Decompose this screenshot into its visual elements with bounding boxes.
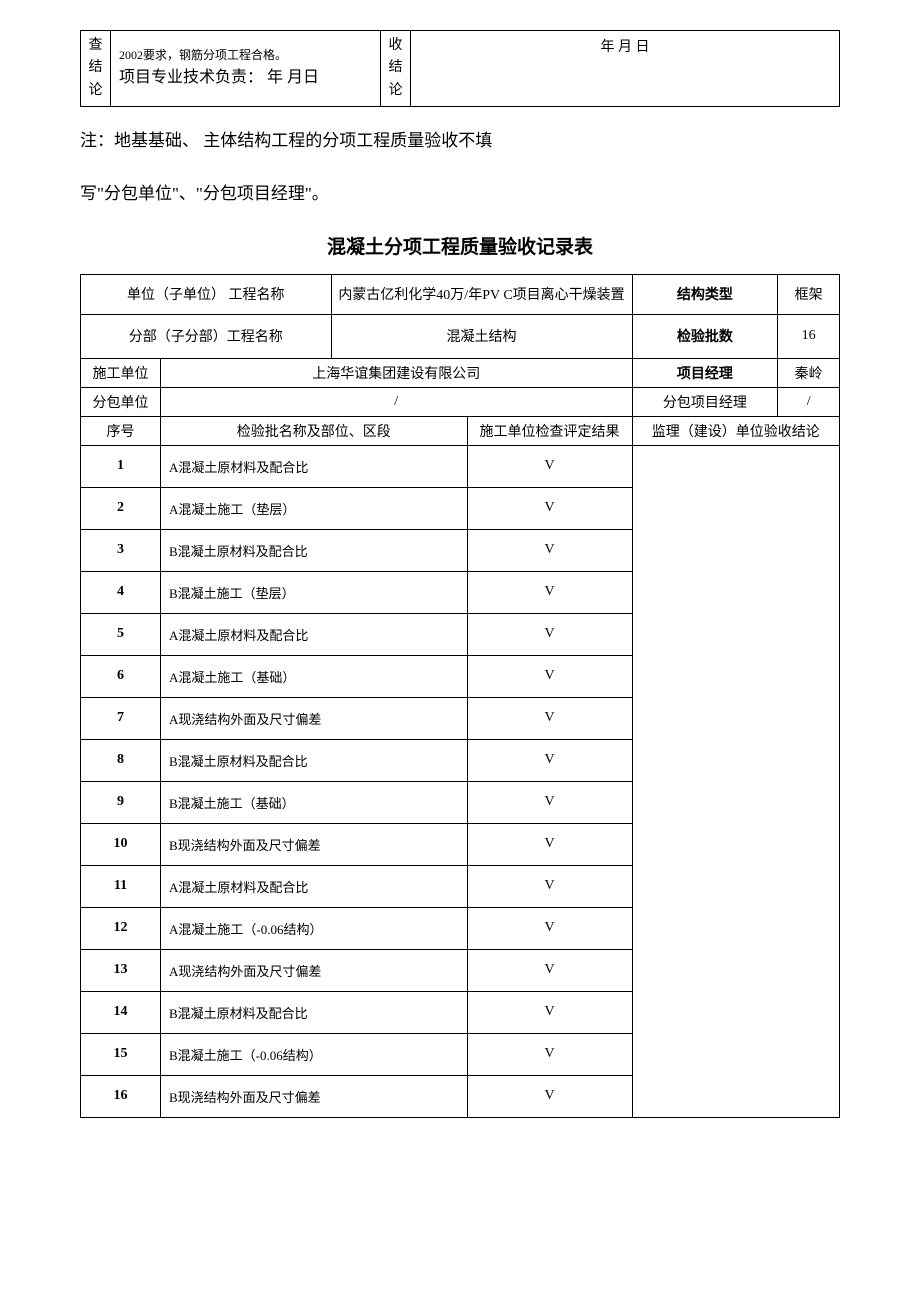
check-content-cell: 2002要求，钢筋分项工程合格。 项目专业技术负责： 年 月日 [111,31,381,107]
row-batch-name: A混凝土施工（基础） [161,655,468,697]
table-row: 1A混凝土原材料及配合比V [81,445,840,487]
row-batch-name: B现浇结构外面及尺寸偏差 [161,823,468,865]
subcontract-mgr-value: / [778,387,840,416]
row-check-result: V [467,529,632,571]
row-check-result: V [467,1033,632,1075]
row-batch-name: B混凝土施工（垫层） [161,571,468,613]
row-batch-name: A混凝土施工（垫层） [161,487,468,529]
supervisor-result-cell [632,445,840,1117]
accept-date-cell: 年 月 日 [411,31,840,107]
row-check-result: V [467,655,632,697]
row-batch-name: A混凝土原材料及配合比 [161,613,468,655]
row-check-result: V [467,445,632,487]
row-seq: 4 [81,571,161,613]
check-conclusion-label: 查结论 [81,31,111,107]
check-content-line1: 2002要求，钢筋分项工程合格。 [119,46,372,65]
row-seq: 10 [81,823,161,865]
row-batch-name: A混凝土施工（-0.06结构） [161,907,468,949]
inspection-record-table: 单位（子单位） 工程名称 内蒙古亿利化学40万/年PV C项目离心干燥装置 结构… [80,274,840,1118]
unit-name-value: 内蒙古亿利化学40万/年PV C项目离心干燥装置 [331,274,632,314]
construct-unit-label: 施工单位 [81,358,161,387]
subcontract-mgr-label: 分包项目经理 [632,387,778,416]
row-seq: 13 [81,949,161,991]
subpart-label: 分部（子分部）工程名称 [81,314,332,358]
batch-count-label: 检验批数 [632,314,778,358]
row-check-result: V [467,823,632,865]
subpart-value: 混凝土结构 [331,314,632,358]
row-batch-name: B混凝土施工（基础） [161,781,468,823]
row-seq: 15 [81,1033,161,1075]
row-check-result: V [467,613,632,655]
check-content-line2: 项目专业技术负责： 年 月日 [119,65,372,91]
row-batch-name: B混凝土施工（-0.06结构） [161,1033,468,1075]
row-batch-name: B混凝土原材料及配合比 [161,529,468,571]
accept-label-text: 收结论 [389,38,403,98]
project-mgr-value: 秦岭 [778,358,840,387]
batch-count-value: 16 [778,314,840,358]
row-seq: 2 [81,487,161,529]
row-check-result: V [467,781,632,823]
conclusion-table: 查结论 2002要求，钢筋分项工程合格。 项目专业技术负责： 年 月日 收结论 … [80,30,840,107]
note-line-2: 写"分包单位"、"分包项目经理"。 [80,175,840,212]
project-mgr-label: 项目经理 [632,358,778,387]
row-seq: 8 [81,739,161,781]
accept-date-text: 年 月 日 [601,40,650,55]
row-check-result: V [467,571,632,613]
row-seq: 9 [81,781,161,823]
table-title: 混凝土分项工程质量验收记录表 [80,232,840,259]
note-line-1: 注：地基基础、 主体结构工程的分项工程质量验收不填 [80,122,840,159]
col-batch-name: 检验批名称及部位、区段 [161,416,468,445]
row-batch-name: B现浇结构外面及尺寸偏差 [161,1075,468,1117]
col-supervisor-result: 监理（建设）单位验收结论 [632,416,840,445]
subcontract-value: / [161,387,633,416]
row-batch-name: B混凝土原材料及配合比 [161,739,468,781]
row-check-result: V [467,907,632,949]
row-seq: 6 [81,655,161,697]
row-check-result: V [467,697,632,739]
row-seq: 5 [81,613,161,655]
subcontract-label: 分包单位 [81,387,161,416]
unit-name-label: 单位（子单位） 工程名称 [81,274,332,314]
construct-unit-value: 上海华谊集团建设有限公司 [161,358,633,387]
row-check-result: V [467,739,632,781]
struct-type-label: 结构类型 [632,274,778,314]
row-seq: 1 [81,445,161,487]
row-check-result: V [467,949,632,991]
row-seq: 3 [81,529,161,571]
row-seq: 11 [81,865,161,907]
row-seq: 7 [81,697,161,739]
row-batch-name: B混凝土原材料及配合比 [161,991,468,1033]
col-seq: 序号 [81,416,161,445]
row-seq: 16 [81,1075,161,1117]
row-check-result: V [467,865,632,907]
row-seq: 12 [81,907,161,949]
check-label-text: 查结论 [89,38,103,98]
row-check-result: V [467,487,632,529]
row-seq: 14 [81,991,161,1033]
row-batch-name: A混凝土原材料及配合比 [161,445,468,487]
accept-conclusion-label: 收结论 [381,31,411,107]
row-batch-name: A混凝土原材料及配合比 [161,865,468,907]
col-check-result: 施工单位检查评定结果 [467,416,632,445]
row-check-result: V [467,991,632,1033]
struct-type-value: 框架 [778,274,840,314]
row-check-result: V [467,1075,632,1117]
row-batch-name: A现浇结构外面及尺寸偏差 [161,949,468,991]
row-batch-name: A现浇结构外面及尺寸偏差 [161,697,468,739]
